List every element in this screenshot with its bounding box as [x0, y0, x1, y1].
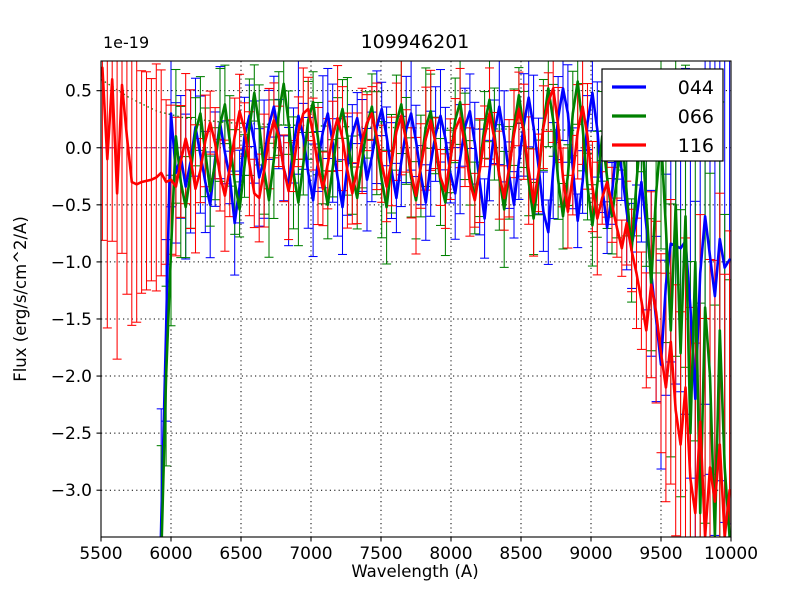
x-tick-label: 10000	[704, 544, 758, 564]
y-axis-offset-label: 1e-19	[103, 33, 149, 52]
y-axis-label: Flux (erg/s/cm^2/A)	[11, 216, 30, 382]
y-tick-label: −1.5	[51, 310, 92, 330]
y-tick-label: −2.0	[51, 367, 92, 387]
axes-frame	[100, 60, 732, 538]
x-tick-label: 6000	[149, 544, 192, 564]
series-line-066	[160, 80, 731, 537]
x-tick-label: 9500	[639, 544, 682, 564]
legend-label-066: 066	[678, 106, 714, 128]
y-tick-label: −1.0	[51, 253, 92, 273]
x-tick-label: 9000	[569, 544, 612, 564]
y-tick-label: 0.5	[65, 82, 92, 102]
data-series	[101, 66, 731, 537]
legend[interactable]: 044 066 116	[601, 68, 724, 162]
model-dotted	[101, 78, 648, 133]
x-tick-label: 6500	[219, 544, 262, 564]
x-tick-label: 7000	[289, 544, 332, 564]
x-tick-label: 8000	[429, 544, 472, 564]
plot-title: 109946201	[361, 31, 470, 53]
y-tick-label: −2.5	[51, 424, 92, 444]
y-tick-label: 0.0	[65, 139, 92, 159]
auxiliary-lines	[101, 78, 648, 149]
x-tick-label: 7500	[359, 544, 402, 564]
x-tick-label: 8500	[499, 544, 542, 564]
axis-ticks: 5500 6000 6500 7000 7500 8000 8500 9000 9500 1000…	[51, 82, 758, 564]
legend-label-116: 116	[678, 135, 714, 157]
x-tick-label: 5500	[79, 544, 122, 564]
y-tick-label: −0.5	[51, 196, 92, 216]
y-tick-label: −3.0	[51, 481, 92, 501]
legend-label-044: 044	[678, 77, 714, 99]
axes-frame-rect	[100, 60, 732, 538]
series-line-116	[101, 66, 731, 537]
x-axis-label: Wavelength (A)	[351, 562, 478, 581]
